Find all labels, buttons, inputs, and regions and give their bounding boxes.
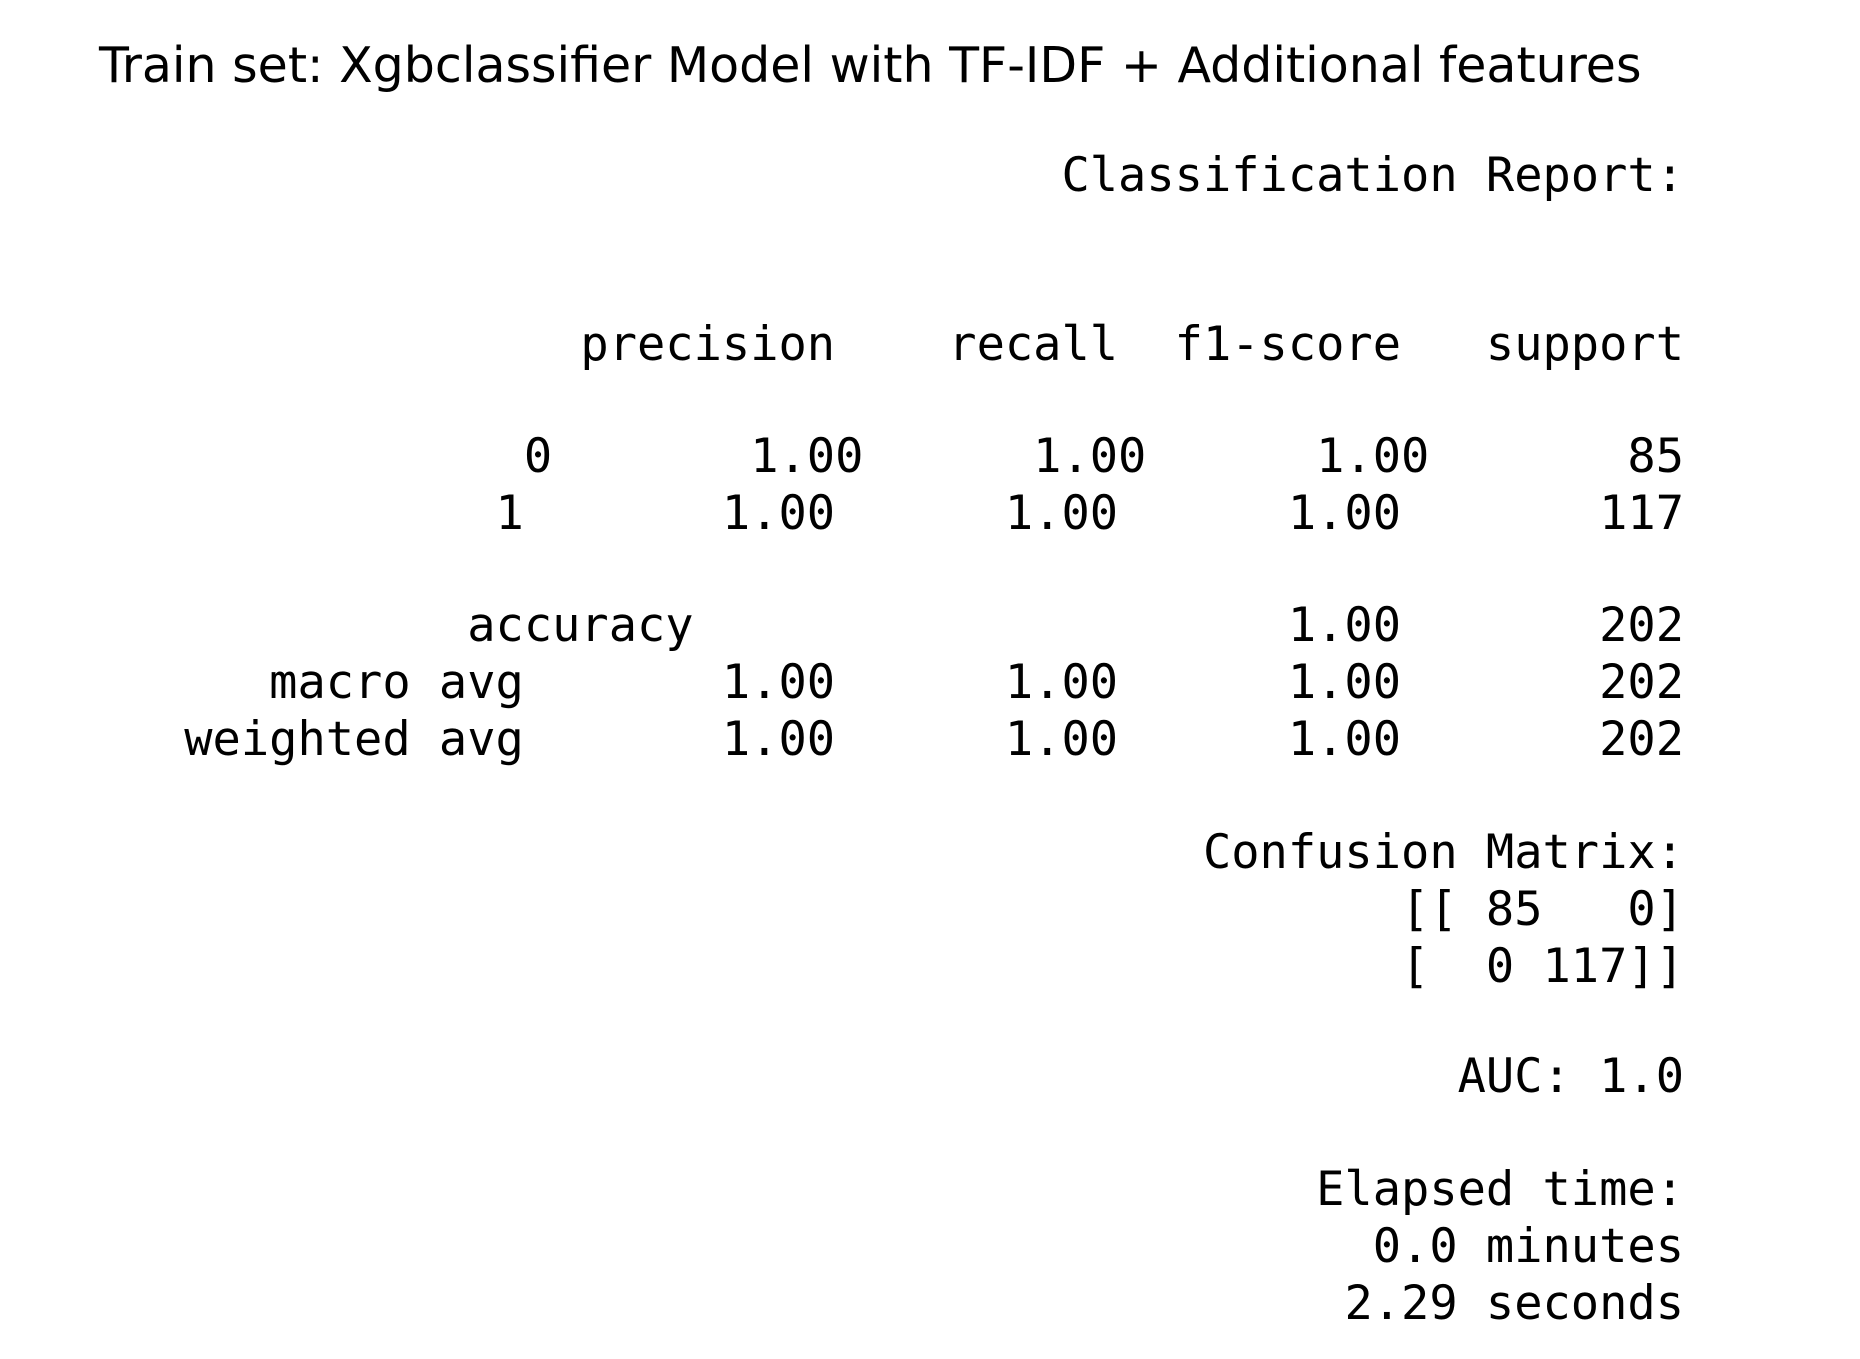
precision-value: 1.00 (721, 655, 836, 710)
f1-score-value: 1.00 (1287, 598, 1402, 653)
metrics-row-weighted-avg: weighted avg 1.00 1.00 1.00 202 (71, 654, 1684, 825)
f1-score-value: 1.00 (1287, 486, 1402, 541)
report-title: Train set: Xgbclassifier Model with TF-I… (99, 37, 1642, 94)
recall-value: 1.00 (1004, 712, 1119, 767)
row-label: macro avg (269, 655, 524, 710)
row-label: weighted avg (184, 712, 524, 767)
confusion-matrix-heading: Confusion Matrix: (1202, 825, 1684, 880)
support-value: 85 (1627, 429, 1684, 484)
metrics-row-macro-avg: macro avg 1.00 1.00 1.00 202 (156, 597, 1684, 768)
auc-value: AUC: 1.0 (1457, 1049, 1684, 1104)
metrics-row-class-1: 1 1.00 1.00 1.00 117 (382, 428, 1684, 599)
support-value: 117 (1599, 486, 1684, 541)
metrics-row-accuracy: accuracy 1.00 202 (354, 540, 1684, 711)
elapsed-minutes: 0.0 minutes (1372, 1219, 1684, 1274)
support-value: 202 (1599, 712, 1684, 767)
row-label: 1 (495, 486, 524, 541)
f1-score-value: 1.00 (1287, 712, 1402, 767)
header-recall: recall (948, 317, 1119, 372)
header-precision: precision (580, 317, 836, 372)
row-label: 0 (523, 429, 553, 484)
recall-value: 1.00 (1033, 429, 1147, 484)
metrics-header-row: precision recall f1-score support (467, 259, 1684, 430)
f1-score-value: 1.00 (1287, 655, 1402, 710)
elapsed-time-heading: Elapsed time: (1316, 1162, 1684, 1217)
recall-value: 1.00 (1004, 655, 1119, 710)
precision-value: 1.00 (750, 429, 864, 484)
support-value: 202 (1599, 598, 1684, 653)
precision-value: 1.00 (721, 486, 836, 541)
recall-value: 1.00 (1004, 486, 1119, 541)
elapsed-seconds: 2.29 seconds (1344, 1276, 1684, 1331)
row-label: accuracy (467, 598, 694, 653)
f1-score-value: 1.00 (1316, 429, 1430, 484)
classification-heading: Classification Report: (1061, 148, 1684, 203)
metrics-row-class-0: 0 1.00 1.00 1.00 85 (411, 371, 1684, 542)
confusion-matrix-row: [[ 85 0] (1401, 882, 1684, 937)
header-support: support (1485, 317, 1684, 372)
precision-value: 1.00 (721, 712, 836, 767)
header-f1-score: f1-score (1174, 317, 1402, 372)
support-value: 202 (1599, 655, 1684, 710)
confusion-matrix-row: [ 0 117]] (1401, 939, 1684, 994)
